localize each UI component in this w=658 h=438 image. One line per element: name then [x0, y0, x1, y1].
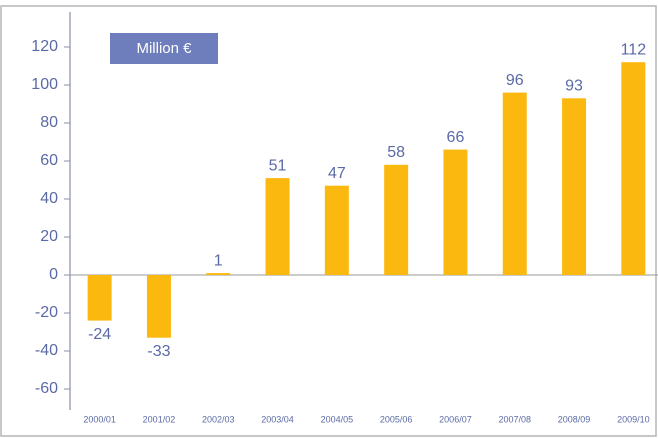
x-tick-label: 2009/10	[617, 414, 650, 424]
value-label: -33	[147, 343, 170, 360]
value-label: 66	[447, 129, 465, 146]
value-label: 93	[565, 78, 583, 95]
bar	[502, 92, 527, 275]
bar	[146, 275, 171, 338]
value-label: 112	[621, 41, 647, 58]
y-tick-label: 40	[40, 190, 58, 207]
bar	[384, 164, 409, 275]
title-box	[110, 33, 218, 64]
y-tick-label: 80	[40, 114, 58, 131]
x-tick-label: 2008/09	[558, 414, 591, 424]
y-tick-label: 120	[31, 38, 58, 55]
bar	[87, 275, 112, 321]
x-tick-label: 2006/07	[439, 414, 472, 424]
y-tick-label: 20	[40, 228, 58, 245]
x-tick-label: 2002/03	[202, 414, 235, 424]
x-tick-label: 2007/08	[498, 414, 531, 424]
y-tick-label: 100	[31, 76, 58, 93]
x-tick-label: 2001/02	[143, 414, 176, 424]
y-tick-label: 60	[40, 152, 58, 169]
bar	[206, 273, 231, 275]
bar	[621, 62, 646, 276]
x-tick-label: 2004/05	[321, 414, 354, 424]
value-label: 47	[328, 165, 346, 182]
bar	[443, 149, 468, 275]
frame	[0, 5, 657, 437]
value-label: 58	[387, 144, 405, 161]
value-label: 1	[214, 252, 223, 269]
bar	[324, 185, 349, 275]
chart-title: Million €	[136, 40, 192, 57]
value-label: 96	[506, 72, 524, 89]
bar	[265, 178, 290, 275]
bar	[562, 98, 587, 275]
x-tick-label: 2000/01	[83, 414, 116, 424]
y-tick-label: -20	[35, 304, 58, 321]
y-tick-label: -40	[35, 342, 58, 359]
y-tick-label: -60	[35, 380, 58, 397]
x-tick-label: 2003/04	[261, 414, 294, 424]
value-label: -24	[88, 326, 111, 343]
x-tick-label: 2005/06	[380, 414, 413, 424]
value-label: 51	[269, 157, 287, 174]
y-tick-label: 0	[49, 266, 58, 283]
